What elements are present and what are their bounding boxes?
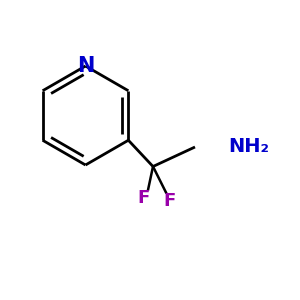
Text: F: F: [137, 189, 149, 207]
Text: F: F: [164, 192, 175, 210]
Text: NH₂: NH₂: [228, 137, 269, 157]
Text: N: N: [77, 56, 94, 76]
